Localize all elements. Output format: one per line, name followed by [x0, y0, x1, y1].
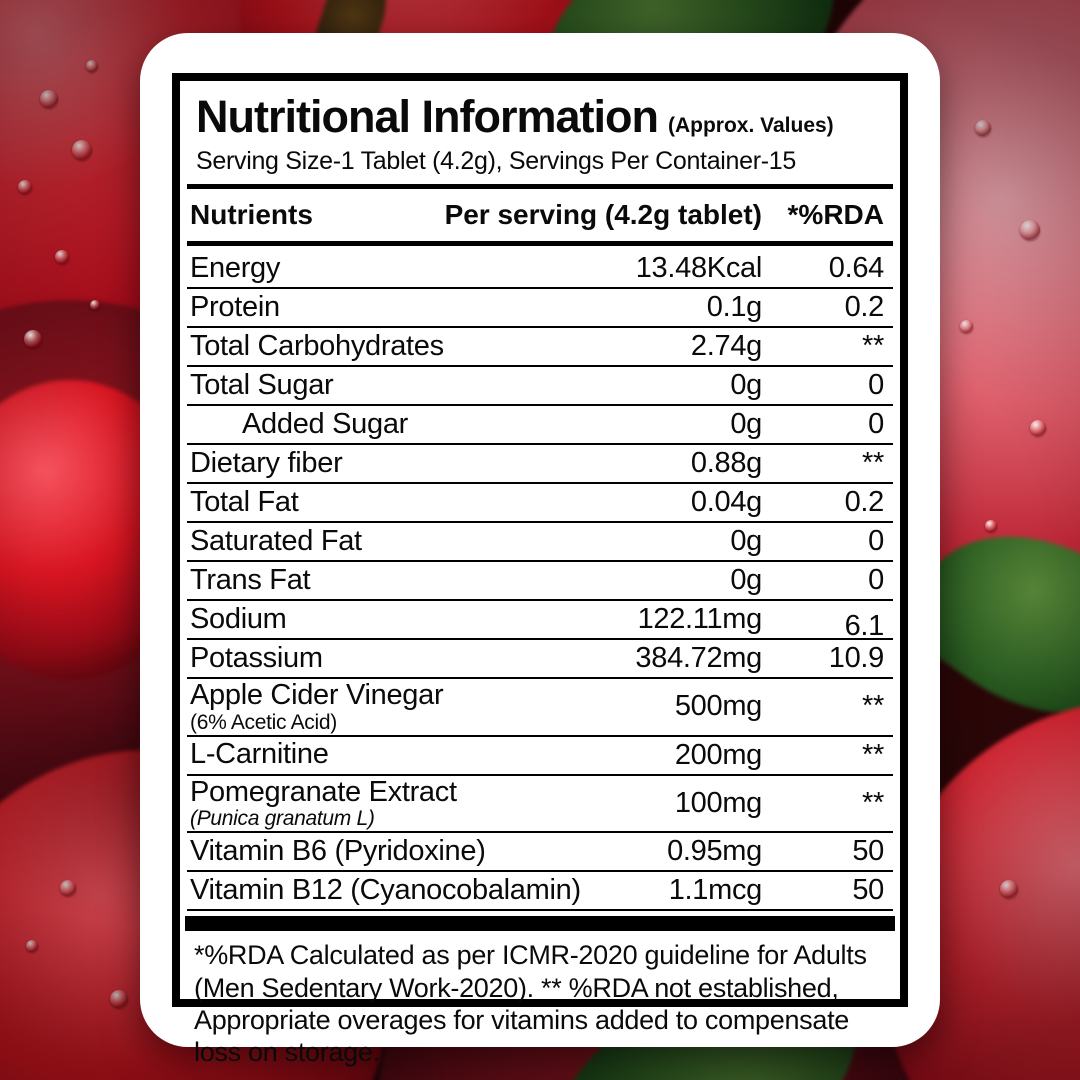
nutrient-rda-value: 0 [868, 369, 884, 401]
table-row: Pomegranate Extract (Punica granatum L) … [187, 776, 893, 834]
nutrient-name: Saturated Fat [190, 524, 362, 557]
nutrient-per-serving-value: 0g [730, 369, 762, 401]
nutrient-subname: (6% Acetic Acid) [190, 710, 337, 734]
nutrient-rda-value: 0.2 [844, 486, 885, 518]
nutrient-per-serving-value: 0.04g [690, 486, 762, 518]
nutrient-rda-value: 0 [868, 525, 884, 557]
nutrient-name: Sodium [190, 602, 287, 635]
page-title: Nutritional Information [196, 91, 659, 142]
table-row: Total Sugar 0g 0 [187, 367, 893, 406]
table-row: Apple Cider Vinegar (6% Acetic Acid) 500… [187, 679, 893, 737]
water-droplet [24, 330, 42, 348]
column-header-rda: *%RDA [787, 199, 884, 230]
nutrient-name: Pomegranate Extract (Punica granatum L) [190, 777, 612, 831]
table-row: Vitamin B6 (Pyridoxine) 0.95mg 50 [187, 833, 893, 873]
nutrient-name: Total Fat [190, 485, 299, 518]
nutrient-per-serving-value: 0.88g [690, 447, 762, 479]
nutrition-table: Nutritional Information (Approx. Values)… [172, 73, 908, 1067]
water-droplet [18, 180, 32, 194]
table-row: Saturated Fat 0g 0 [187, 523, 893, 562]
table-row: Protein 0.1g 0.2 [187, 289, 893, 328]
water-droplet [1000, 880, 1018, 898]
nutrient-name: Apple Cider Vinegar (6% Acetic Acid) [190, 680, 612, 734]
nutrient-name: L-Carnitine [190, 738, 329, 771]
table-row: Sodium 122.11mg 6.1 [187, 601, 893, 642]
approx-values-note: (Approx. Values) [667, 114, 834, 137]
nutrient-per-serving-value: 384.72mg [635, 642, 762, 674]
water-droplet [40, 90, 58, 108]
nutrient-rda-value: 0.2 [844, 291, 885, 323]
rda-footnote: *%RDA Calculated as per ICMR-2020 guidel… [194, 940, 867, 1068]
nutrient-rda-value: 6.1 [844, 610, 885, 642]
divider-thick [187, 184, 893, 189]
water-droplet [26, 940, 38, 952]
nutrient-rda-value: 50 [852, 835, 884, 868]
nutrient-name: Trans Fat [190, 563, 311, 596]
water-droplet [985, 520, 997, 532]
nutrient-per-serving-value: 1.1mcg [668, 874, 763, 907]
serving-size-line: Serving Size-1 Tablet (4.2g), Servings P… [196, 147, 797, 175]
nutrient-name: Dietary fiber [190, 446, 343, 479]
nutrient-rda-value: 0 [868, 564, 884, 596]
column-header-per-serving: Per serving (4.2g tablet) [444, 199, 762, 230]
table-row: Vitamin B12 (Cyanocobalamin) 1.1mcg 50 [187, 872, 893, 912]
table-row: Added Sugar 0g 0 [187, 406, 893, 445]
nutrient-per-serving-value: 13.48Kcal [635, 252, 763, 284]
nutrient-rda-value: ** [862, 786, 884, 819]
water-droplet [90, 300, 100, 310]
water-droplet [110, 990, 128, 1008]
nutrient-rda-value: 50 [852, 874, 884, 907]
nutrient-per-serving-value: 200mg [674, 738, 762, 771]
water-droplet [60, 880, 76, 896]
nutrient-per-serving-value: 0.95mg [667, 835, 762, 868]
nutrient-name: Total Carbohydrates [190, 329, 444, 362]
table-row: Total Fat 0.04g 0.2 [187, 484, 893, 523]
nutrient-rda-value: ** [862, 690, 884, 723]
water-droplet [86, 60, 98, 72]
nutrient-name: Protein [190, 290, 280, 323]
nutrient-name: Vitamin B12 (Cyanocobalamin) [190, 873, 581, 906]
water-droplet [72, 140, 92, 160]
divider-thick [187, 241, 893, 246]
nutrient-name: Total Sugar [190, 368, 334, 401]
nutrient-name: Added Sugar [242, 407, 408, 440]
nutrient-per-serving-value: 500mg [674, 690, 762, 723]
nutrient-subname: (Punica granatum L) [190, 807, 375, 831]
nutrient-rda-value: ** [862, 738, 884, 771]
nutrient-per-serving-value: 0g [730, 525, 762, 557]
water-droplet [55, 250, 69, 264]
nutrient-rda-value: 0 [868, 408, 884, 440]
nutrient-per-serving-value: 0g [730, 408, 762, 440]
nutrient-per-serving-value: 100mg [674, 786, 762, 819]
nutrient-per-serving-value: 0.1g [706, 291, 763, 323]
table-row: Potassium 384.72mg 10.9 [187, 640, 893, 679]
nutrient-name: Vitamin B6 (Pyridoxine) [190, 834, 486, 867]
table-rows: Energy 13.48Kcal 0.64 Protein 0.1g 0.2 T… [187, 250, 893, 912]
table-row: L-Carnitine 200mg ** [187, 737, 893, 776]
column-header-row: Nutrients Per serving (4.2g tablet) *%RD… [180, 193, 900, 237]
footnote-separator-bar [185, 916, 895, 932]
water-droplet [1030, 420, 1046, 436]
water-droplet [975, 120, 991, 136]
nutrient-rda-value: ** [862, 447, 884, 479]
nutrient-name: Energy [190, 251, 281, 284]
nutrient-rda-value: 0.64 [828, 252, 885, 284]
nutrient-rda-value: 10.9 [828, 642, 885, 674]
nutrient-rda-value: ** [862, 330, 884, 362]
table-row: Total Carbohydrates 2.74g ** [187, 328, 893, 367]
nutrient-name: Potassium [190, 641, 323, 674]
table-header-block: Nutritional Information (Approx. Values)… [180, 81, 900, 180]
nutrition-card: Nutritional Information (Approx. Values)… [140, 33, 940, 1067]
table-row: Dietary fiber 0.88g ** [187, 445, 893, 484]
table-row: Trans Fat 0g 0 [187, 562, 893, 601]
nutrient-per-serving-value: 0g [730, 564, 762, 596]
water-droplet [1020, 220, 1040, 240]
table-row: Energy 13.48Kcal 0.64 [187, 250, 893, 289]
water-droplet [960, 320, 973, 333]
column-header-nutrients: Nutrients [190, 199, 313, 230]
nutrient-per-serving-value: 122.11mg [637, 603, 763, 635]
nutrient-per-serving-value: 2.74g [690, 330, 762, 362]
